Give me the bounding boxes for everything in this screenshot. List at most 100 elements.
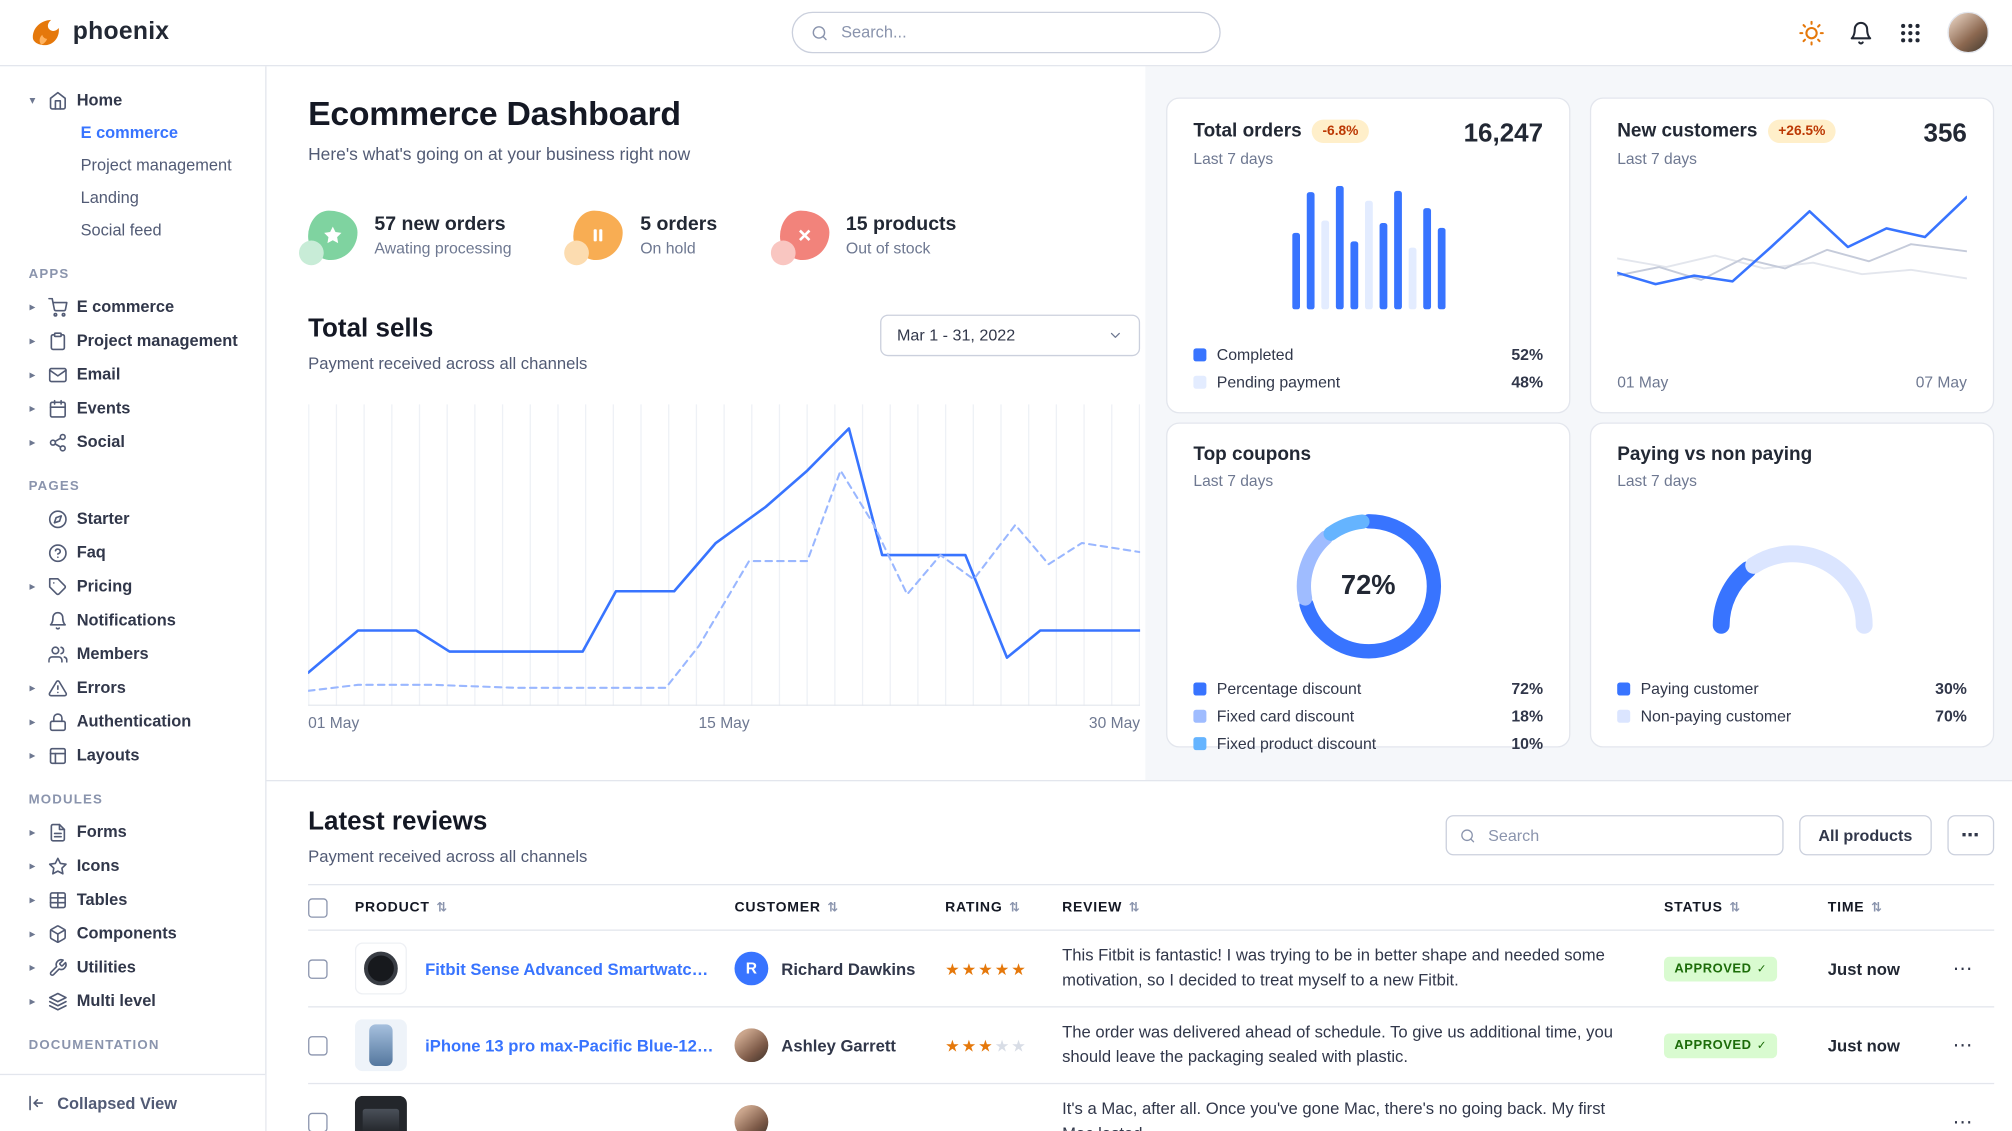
product-link[interactable]: iPhone 13 pro max-Pacific Blue-128GB sto… [425,1035,716,1055]
rating-stars: ★★★★★ [945,1035,1028,1055]
row-checkbox[interactable] [308,1112,328,1131]
row-checkbox[interactable] [308,1035,328,1055]
column-header-status[interactable]: STATUS⇅ [1664,900,1828,916]
sidebar-item-project-management[interactable]: ▸Project management [0,324,265,358]
chevron-right-icon: ▸ [26,892,39,906]
global-search[interactable] [792,12,1221,54]
star-icon [308,211,357,260]
sidebar-subitem-social-feed[interactable]: Social feed [0,214,265,247]
staricon-icon [48,856,68,876]
review-text: It's a Mac, after all. Once you've gone … [1062,1098,1664,1131]
chevron-right-icon: ▸ [26,748,39,762]
column-header-customer[interactable]: CUSTOMER⇅ [735,900,946,916]
sidebar-subitem-e-commerce[interactable]: E commerce [0,117,265,150]
sidebar-item-authentication[interactable]: ▸Authentication [0,705,265,739]
user-avatar[interactable] [1947,12,1989,54]
sidebar-item-tables[interactable]: ▸Tables [0,883,265,917]
row-checkbox[interactable] [308,959,328,979]
sidebar-item-forms[interactable]: ▸Forms [0,815,265,849]
sidebar-subitem-landing[interactable]: Landing [0,182,265,214]
sidebar-item-home[interactable]: ▾Home [0,83,265,117]
status-text: APPROVED [1674,961,1751,975]
review-text: The order was delivered ahead of schedul… [1062,1021,1664,1069]
sidebar-item-label: Email [77,365,121,383]
all-products-button[interactable]: All products [1799,815,1932,855]
layout-icon [48,746,68,766]
sidebar-item-social[interactable]: ▸Social [0,425,265,459]
home-icon [48,90,68,110]
sidebar-item-events[interactable]: ▸Events [0,391,265,425]
status-badge: APPROVED ✓ [1664,956,1777,981]
column-header-product[interactable]: PRODUCT⇅ [355,900,735,916]
sidebar-subitem-project-management[interactable]: Project management [0,150,265,183]
star-icon: ★ [995,960,1012,978]
reviews-search[interactable] [1445,815,1783,855]
legend-label: Non-paying customer [1641,707,1792,725]
customer-avatar: R [735,952,769,986]
theme-toggle-sun-icon[interactable] [1799,20,1824,45]
sidebar-item-icons[interactable]: ▸Icons [0,849,265,883]
row-menu-button[interactable]: ⋯ [1942,957,1972,980]
sidebar-item-faq[interactable]: Faq [0,536,265,570]
table-row: Fitbit Sense Advanced Smartwatch with To… [308,931,1994,1008]
apps-grid-icon[interactable] [1898,20,1923,45]
sidebar-collapse-toggle[interactable]: Collapsed View [0,1074,265,1131]
sidebar-item-utilities[interactable]: ▸Utilities [0,950,265,984]
star-icon: ★ [978,1037,995,1055]
notifications-bell-icon[interactable] [1849,20,1874,45]
sidebar-item-multi-level[interactable]: ▸Multi level [0,984,265,1018]
star-icon: ★ [962,960,979,978]
legend-swatch [1193,683,1206,696]
legend-label: Fixed product discount [1217,735,1376,753]
sidebar-item-errors[interactable]: ▸Errors [0,671,265,705]
column-header-rating[interactable]: RATING⇅ [945,900,1062,916]
more-options-button[interactable]: ⋯ [1947,815,1994,855]
share-icon [48,432,68,452]
sidebar-item-label: Pricing [77,577,133,595]
sidebar-item-label: Errors [77,679,126,697]
date-range-value: Mar 1 - 31, 2022 [897,326,1015,344]
column-header-review[interactable]: REVIEW⇅ [1062,900,1664,916]
sidebar-item-components[interactable]: ▸Components [0,916,265,950]
new-customers-card: New customers +26.5% Last 7 days 356 01 … [1590,98,1994,414]
sidebar-item-members[interactable]: Members [0,637,265,671]
sort-icon: ⇅ [1129,900,1141,914]
row-menu-button[interactable]: ⋯ [1942,1034,1972,1057]
reviews-search-input[interactable] [1486,825,1769,846]
sidebar-item-email[interactable]: ▸Email [0,358,265,392]
date-range-select[interactable]: Mar 1 - 31, 2022 [880,315,1140,357]
orders-bar-chart [1292,186,1445,310]
chevron-right-icon: ▸ [26,926,39,940]
paying-gauge-chart [1695,524,1890,635]
legend-value: 10% [1511,735,1543,753]
select-all-checkbox[interactable] [308,898,328,918]
star-icon: ★ [1011,960,1028,978]
bell-icon [48,610,68,630]
status-badge: APPROVED✓ [1664,1033,1777,1058]
global-search-input[interactable] [838,22,1201,43]
sidebar-item-label: Multi level [77,992,156,1010]
chevron-right-icon: ▸ [26,859,39,873]
brand-logo[interactable]: phoenix [29,0,170,65]
sidebar-section-label: PAGES [0,459,265,502]
card-title: Total orders [1193,121,1301,142]
product-link[interactable]: Fitbit Sense Advanced Smartwatch with To… [425,959,716,979]
sidebar-item-notifications[interactable]: Notifications [0,603,265,637]
top-coupons-card: Top coupons Last 7 days 72% Percentage d… [1166,422,1570,747]
sidebar-item-pricing[interactable]: ▸Pricing [0,569,265,603]
sidebar-item-e-commerce[interactable]: ▸E commerce [0,290,265,324]
product-thumbnail [355,1096,407,1131]
legend-value: 70% [1935,707,1967,725]
stat-label: Out of stock [846,239,957,257]
legend-label: Percentage discount [1217,680,1361,698]
row-menu-button[interactable]: ⋯ [1942,1110,1972,1131]
sidebar-item-starter[interactable]: Starter [0,502,265,536]
check-icon: ✓ [1757,961,1767,975]
column-header-time[interactable]: TIME⇅ [1828,900,1942,916]
table-header-row: PRODUCT⇅CUSTOMER⇅RATING⇅REVIEW⇅STATUS⇅TI… [308,884,1994,931]
sidebar-item-layouts[interactable]: ▸Layouts [0,738,265,772]
brand-name: phoenix [73,18,170,47]
